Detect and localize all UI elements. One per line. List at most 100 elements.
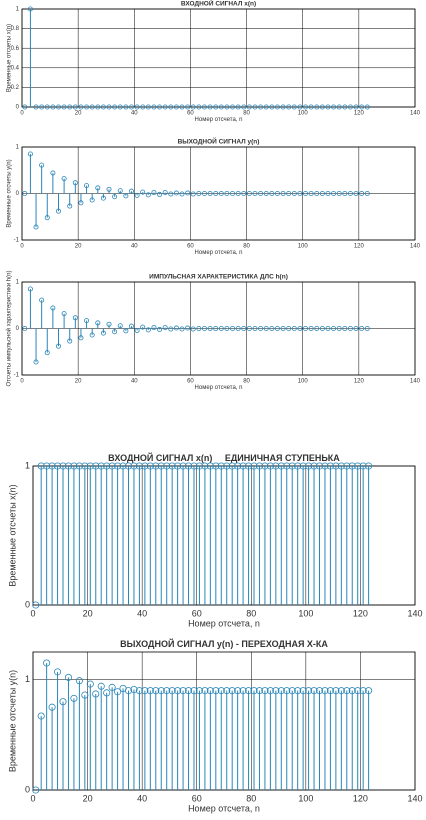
stem-marker [146,687,154,695]
stem-marker [179,462,187,470]
stem-marker [224,325,230,331]
stem-marker [325,325,331,331]
stem-marker [246,104,252,110]
stem-marker [106,186,112,192]
stem-marker [86,462,94,470]
stem-marker [128,104,134,110]
stem-marker [112,194,118,200]
stem-marker [123,328,129,334]
x-axis-label: Номер отсчета, n [195,117,243,123]
chart-title: ВХОДНОЙ СИГНАЛ x(n) ЕДИНИЧНАЯ СТУПЕНЬКА [108,452,340,463]
y-axis-label: Временные отсчеты y(n) [8,670,18,772]
stem-marker [78,200,84,206]
stem-marker [92,462,100,470]
x-tick-label: 80 [246,793,256,803]
stem-marker [239,687,247,695]
plot-area [21,8,416,108]
stem-marker [174,687,182,695]
stem-marker [59,462,67,470]
stem-marker [190,191,196,197]
y-axis-label: Временные отсчеты y(n) [6,159,12,227]
x-tick-label: 120 [354,111,365,117]
x-tick-label: 20 [75,379,82,385]
stem-marker [157,326,163,332]
stem-marker [168,104,174,110]
x-axis-label: Номер отсчета, n [188,803,260,813]
stem-marker [84,318,90,324]
stem-marker [347,104,353,110]
stem-marker [255,462,264,470]
stem-marker [280,325,286,331]
stem-marker [179,191,185,197]
x-tick-label: 100 [298,111,309,117]
stem-marker [190,104,196,110]
stem-marker [117,104,123,110]
stem-marker [297,104,303,110]
x-tick-label: 40 [131,244,138,250]
stem-marker [297,190,303,196]
stem-marker [291,104,297,110]
stem-marker [241,190,247,196]
stem-marker [55,104,61,110]
stem-marker [269,325,275,331]
stem-marker [365,687,373,695]
stem-marker [134,192,140,198]
stem-marker [201,687,209,695]
stem-marker [337,462,345,470]
stem-marker [230,104,236,110]
stem-marker [365,462,373,470]
y-tick-label: -1 [14,373,20,379]
stem-marker [245,462,253,470]
stem-marker [235,190,241,196]
stem-marker [130,685,138,694]
stem-marker [134,104,140,110]
stem-marker [190,462,198,470]
stem-marker [261,462,269,470]
stem-marker [246,325,252,331]
stem-marker [218,325,224,331]
x-tick-label: 20 [75,244,82,250]
stem-marker [22,190,28,196]
stem-marker [310,462,318,470]
stem-marker [201,462,209,470]
stem-marker [123,193,129,199]
stem-marker [364,190,370,196]
stem-marker [291,190,297,196]
stem-marker [27,151,33,157]
y-tick-label: 1 [25,460,30,470]
stem-marker [297,325,303,331]
stem-marker [224,104,230,110]
x-tick-label: 0 [30,608,35,618]
stem-marker [185,190,191,196]
stem-marker [64,462,73,470]
stem-marker [151,325,157,331]
x-tick-label: 100 [298,793,313,803]
stem-marker [130,462,138,470]
stem-marker [283,462,291,470]
stem-marker [354,687,362,695]
stem-marker [353,325,359,331]
stem-marker [44,215,50,221]
stem-marker [336,325,342,331]
stem-marker [207,190,213,196]
stem-marker [288,687,296,695]
stem-marker [128,188,134,194]
stem-marker [319,325,325,331]
stem-marker [217,687,225,695]
stem-marker [179,326,185,332]
stem-marker [305,687,313,695]
stem-marker [185,104,191,110]
stem-marker [263,325,269,331]
stem-marker [299,462,307,470]
stem-marker [196,190,202,196]
stem-marker [343,687,351,695]
stem-marker [325,104,331,110]
stem-marker [81,691,89,699]
stem-marker [223,462,231,470]
y-tick-label: 0 [16,326,20,332]
y-tick-label: 0.6 [11,46,20,52]
stem-marker [274,104,280,110]
stem-marker [54,462,62,470]
stem-marker [252,104,258,110]
stem-marker [117,323,123,329]
